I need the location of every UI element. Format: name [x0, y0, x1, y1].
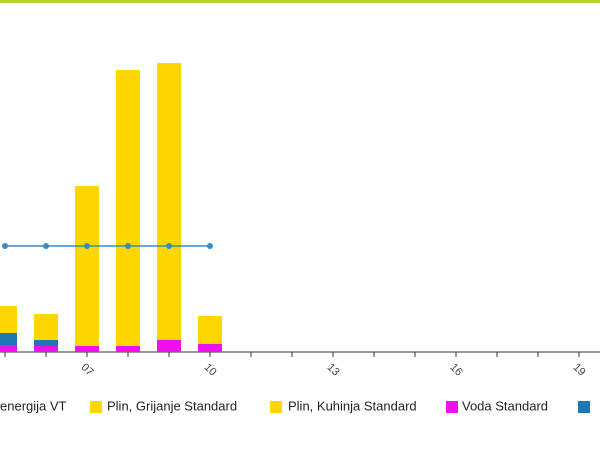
line-point: [207, 243, 213, 249]
x-tick-label: 19: [570, 361, 587, 378]
line-point: [84, 243, 90, 249]
bar-segment: [116, 346, 140, 352]
bar-segment: [75, 346, 99, 352]
bar-segment: [0, 333, 17, 345]
line-point: [125, 243, 131, 249]
legend-swatch: [270, 401, 282, 413]
legend-label: Voda Standard: [462, 398, 548, 413]
bar-segment: [0, 345, 17, 352]
line-point: [166, 243, 172, 249]
x-tick-label: 10: [201, 361, 218, 378]
legend-swatch: [90, 401, 102, 413]
bar-segment: [34, 340, 58, 346]
legend-label: Plin, Kuhinja Standard: [288, 398, 417, 413]
bar-segment: [116, 70, 140, 346]
bar-segment: [34, 314, 58, 340]
bar-segment: [34, 346, 58, 352]
bar-segment: [198, 316, 222, 344]
line-point: [2, 243, 8, 249]
x-tick-label: 13: [324, 361, 341, 378]
bar-segment: [198, 344, 222, 352]
bar-segment: [157, 340, 181, 352]
x-tick-label: 16: [447, 361, 464, 378]
legend-label: energija VT: [0, 398, 67, 413]
top-border: [0, 0, 600, 3]
bar-segment: [0, 306, 17, 333]
bar-segment: [157, 63, 181, 340]
legend-label: Plin, Grijanje Standard: [107, 398, 237, 413]
x-tick-label: 07: [78, 361, 95, 378]
legend-swatch: [578, 401, 590, 413]
bar-segment: [75, 186, 99, 346]
legend-swatch: [446, 401, 458, 413]
line-point: [43, 243, 49, 249]
